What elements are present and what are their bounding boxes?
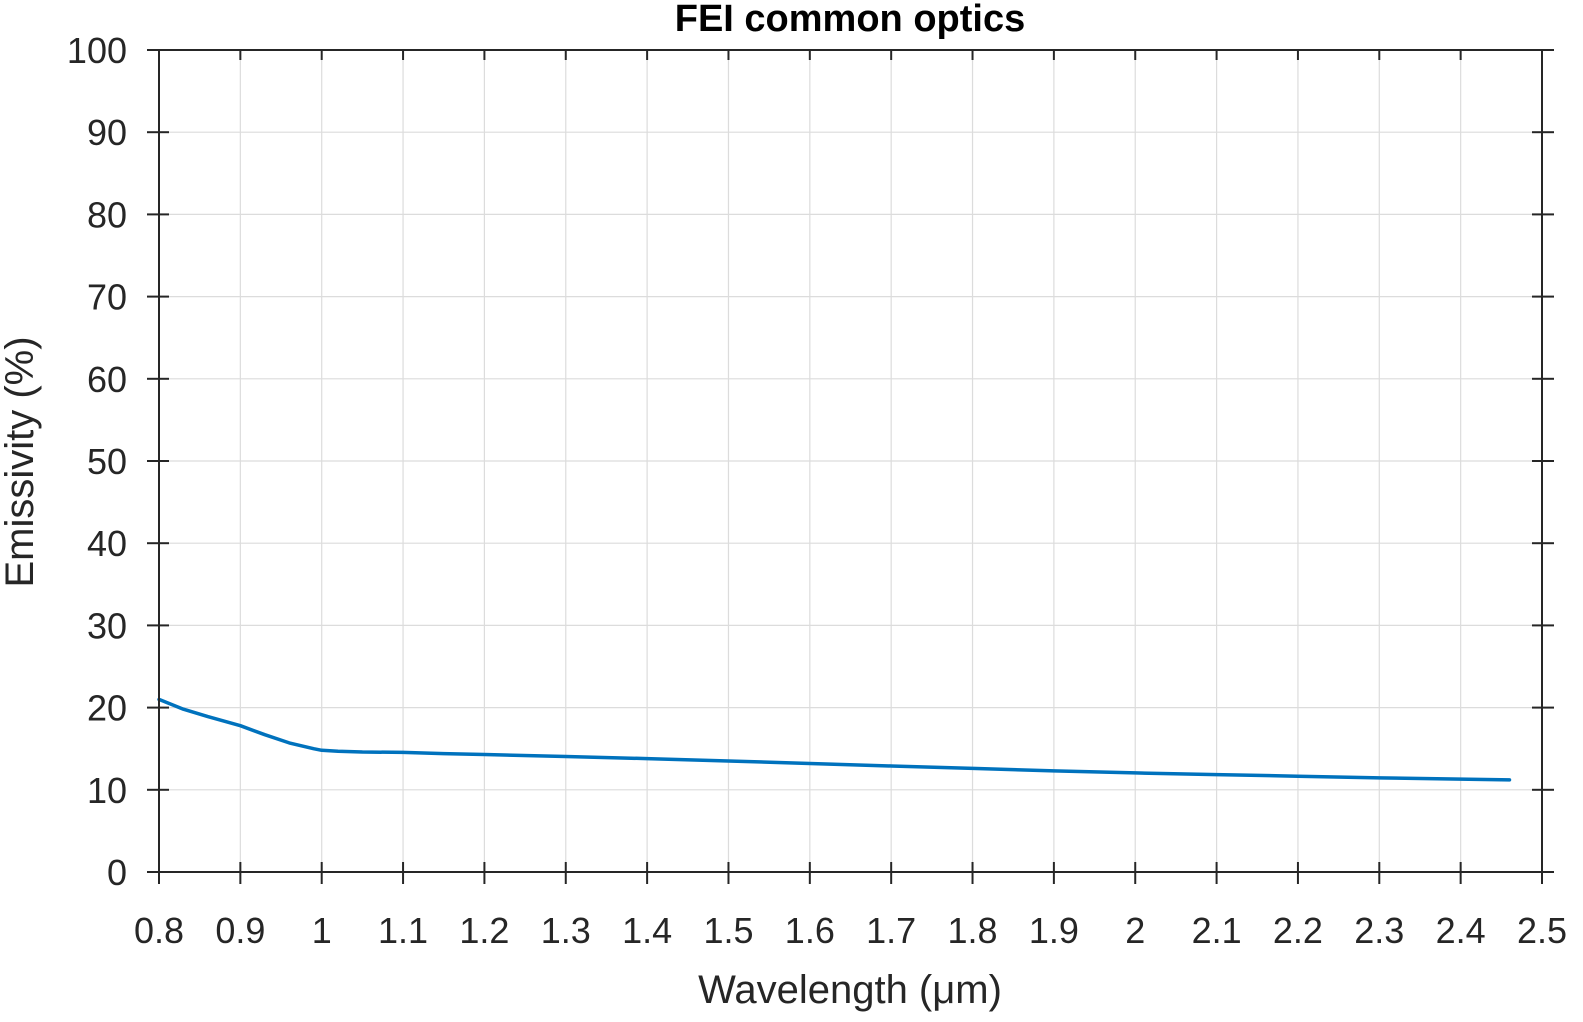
y-tick-label: 70 <box>87 277 127 318</box>
chart-title: FEI common optics <box>675 0 1025 40</box>
x-tick-label: 2.4 <box>1436 910 1486 951</box>
x-axis-tick-labels: 0.8 0.9 1 1.1 1.2 1.3 1.4 1.5 1.6 1.7 1.8 1.9 2 2.1 2.… <box>134 910 1567 951</box>
x-tick-label: 1.1 <box>378 910 428 951</box>
x-tick-label: 1.4 <box>622 910 672 951</box>
x-tick-label: 1 <box>312 910 332 951</box>
x-tick-label: 1.6 <box>785 910 835 951</box>
x-tick-label: 2.1 <box>1192 910 1242 951</box>
y-tick-label: 40 <box>87 523 127 564</box>
y-tick-label: 10 <box>87 770 127 811</box>
grid-lines <box>158 49 1543 873</box>
x-tick-label: 2 <box>1125 910 1145 951</box>
axis-ticks <box>147 49 1554 884</box>
x-tick-label: 2.2 <box>1273 910 1323 951</box>
x-axis-label: Wavelength (μm) <box>698 968 1002 1012</box>
x-tick-label: 1.9 <box>1029 910 1079 951</box>
x-tick-label: 1.8 <box>948 910 998 951</box>
y-tick-label: 100 <box>67 30 127 71</box>
data-series <box>157 697 1512 782</box>
y-tick-label: 90 <box>87 112 127 153</box>
x-tick-label: 0.8 <box>134 910 184 951</box>
y-tick-label: 30 <box>87 605 127 646</box>
x-tick-label: 2.5 <box>1517 910 1567 951</box>
y-tick-label: 80 <box>87 194 127 235</box>
x-tick-label: 0.9 <box>215 910 265 951</box>
y-axis-tick-labels: 0 10 20 30 40 50 60 70 80 90 100 <box>67 30 127 893</box>
x-tick-label: 1.3 <box>541 910 591 951</box>
x-tick-label: 1.5 <box>703 910 753 951</box>
x-tick-label: 1.2 <box>459 910 509 951</box>
series-line <box>157 697 1512 782</box>
x-tick-label: 2.3 <box>1354 910 1404 951</box>
y-tick-label: 50 <box>87 441 127 482</box>
y-tick-label: 60 <box>87 359 127 400</box>
y-axis-label: Emissivity (%) <box>0 336 42 587</box>
y-tick-label: 0 <box>107 852 127 893</box>
y-tick-label: 20 <box>87 688 127 729</box>
x-tick-label: 1.7 <box>866 910 916 951</box>
